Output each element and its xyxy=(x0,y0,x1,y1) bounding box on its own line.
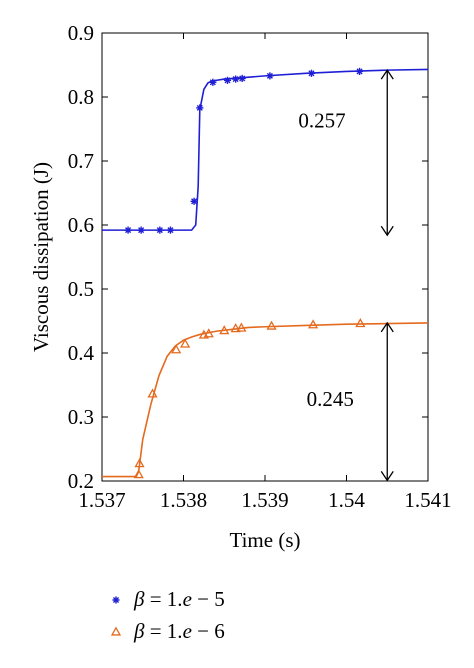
series-markers xyxy=(124,67,366,479)
data-point xyxy=(232,75,240,83)
y-tick-label: 0.8 xyxy=(68,85,94,109)
legend: β = 1.e − 5 β = 1.e − 6 xyxy=(110,587,225,643)
y-tick-label: 0.9 xyxy=(68,21,94,45)
annotations: 0.257 0.245 xyxy=(298,68,394,482)
plot-area xyxy=(101,32,429,482)
data-point xyxy=(134,458,145,468)
y-tick-label: 0.3 xyxy=(68,405,94,429)
tick-labels: 1.537 1.538 1.539 1.54 1.541 0.2 0.3 0.4 0.5 0.6 0… xyxy=(68,21,452,512)
data-point xyxy=(355,318,366,328)
data-point xyxy=(190,197,198,205)
legend-entry-2: β = 1.e − 6 xyxy=(133,619,225,643)
data-point xyxy=(137,226,145,234)
series-line-2 xyxy=(102,322,429,478)
data-point xyxy=(307,319,319,329)
legend-marker xyxy=(112,596,120,604)
data-point xyxy=(355,67,364,75)
x-tick-label: 1.539 xyxy=(241,488,288,512)
data-point xyxy=(124,226,132,234)
y-axis-title: Viscous dissipation (J) xyxy=(29,162,53,352)
data-point xyxy=(166,226,175,234)
y-tick-label: 0.7 xyxy=(68,149,94,173)
data-point xyxy=(203,328,214,338)
data-point xyxy=(133,469,144,479)
dimension-arrow xyxy=(380,321,394,482)
annotation-label: 0.245 xyxy=(307,387,354,411)
y-tick-label: 0.5 xyxy=(68,277,94,301)
x-axis-title: Time (s) xyxy=(230,528,301,552)
x-tick-label: 1.538 xyxy=(160,488,207,512)
x-tick-label: 1.537 xyxy=(78,488,125,512)
y-tick-label: 0.2 xyxy=(68,469,94,493)
data-point xyxy=(171,344,182,354)
data-point xyxy=(180,338,191,348)
data-point xyxy=(209,78,217,86)
data-point xyxy=(238,74,246,83)
y-tick-label: 0.6 xyxy=(68,213,94,237)
dimension-arrow xyxy=(380,68,394,237)
data-point xyxy=(266,72,274,80)
data-point xyxy=(219,325,230,335)
data-point xyxy=(236,322,247,332)
x-tick-label: 1.541 xyxy=(404,488,451,512)
data-point xyxy=(147,388,158,398)
x-tick-label: 1.54 xyxy=(328,488,365,512)
data-point xyxy=(196,104,204,112)
data-point xyxy=(223,76,232,84)
annotation-label: 0.257 xyxy=(298,109,345,133)
data-point xyxy=(156,226,164,234)
data-point xyxy=(266,320,277,330)
legend-marker xyxy=(110,626,122,636)
data-point xyxy=(230,323,241,333)
y-tick-label: 0.4 xyxy=(68,341,95,365)
data-point xyxy=(307,69,316,77)
ticks xyxy=(101,32,429,482)
legend-entry-1: β = 1.e − 5 xyxy=(133,587,225,611)
